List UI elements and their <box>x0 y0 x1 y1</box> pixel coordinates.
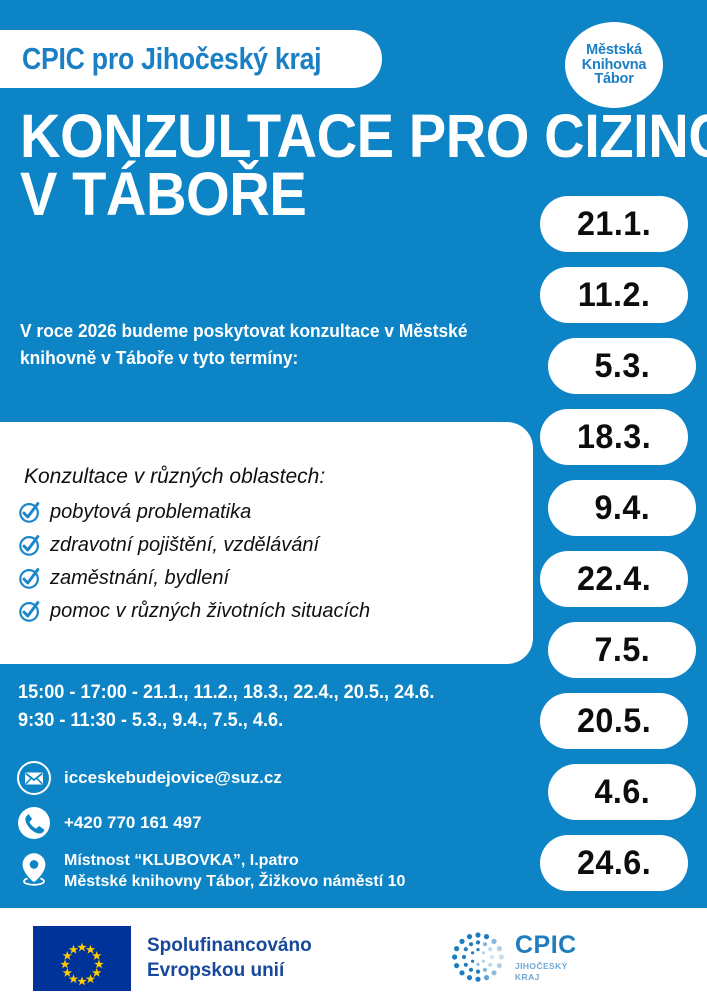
envelope-icon <box>17 761 51 795</box>
check-circle-icon <box>19 601 40 622</box>
intro-line-1: V roce 2026 budeme poskytovat konzultace… <box>20 320 468 341</box>
date-pill-label: 4.6. <box>594 773 650 811</box>
list-item-label: pobytová problematika <box>50 501 252 523</box>
date-pill: 21.1. <box>540 196 688 252</box>
poster-title: KONZULTACE PRO CIZINCE V TÁBOŘE <box>20 102 707 229</box>
map-pin-icon <box>22 853 46 886</box>
eu-text-line-2: Evropskou unií <box>147 959 285 981</box>
footer-bar: Spolufinancováno Evropskou unií <box>0 908 707 1000</box>
cpic-subtitle-line-2: KRAJ <box>515 972 540 982</box>
list-item: pomoc v různých životních situacích <box>18 596 370 626</box>
contact-phone-row[interactable]: +420 770 161 497 <box>16 805 556 841</box>
eu-text-line-1: Spolufinancováno <box>147 935 312 957</box>
intro-line-2: knihovně v Táboře v tyto termíny: <box>20 346 299 368</box>
phone-icon <box>18 807 50 839</box>
title-line-1: KONZULTACE PRO CIZINCE <box>20 102 707 170</box>
contact-email-text: icceskebudejovice@suz.cz <box>64 767 282 787</box>
eu-cofunding-text: Spolufinancováno Evropskou unií <box>147 934 312 983</box>
date-pill: 24.6. <box>540 835 688 891</box>
date-pill: 20.5. <box>540 693 688 749</box>
cpic-wordmark: CPIC JIHOČESKÝ KRAJ <box>515 933 577 982</box>
schedule-line-2: 9:30 - 11:30 - 5.3., 9.4., 7.5., 4.6. <box>18 709 284 732</box>
cpic-logo: CPIC JIHOČESKÝ KRAJ <box>450 930 577 986</box>
date-pill-column: 21.1. 11.2. 5.3. 18.3. 9.4. 22.4. 7.5. 2… <box>540 196 700 906</box>
cpic-subtitle: JIHOČESKÝ KRAJ <box>515 961 577 982</box>
date-pill-label: 9.4. <box>594 489 650 527</box>
date-pill: 22.4. <box>540 551 688 607</box>
library-badge-line-1: Městská <box>586 41 642 58</box>
topics-card: Konzultace v různých oblastech: pobytová… <box>0 422 533 664</box>
cpic-dot-circle-icon <box>452 932 504 982</box>
list-item-label: zaměstnání, bydlení <box>50 567 229 589</box>
library-logo-badge: Městská Knihovna Tábor <box>565 22 663 108</box>
check-circle-icon <box>19 568 40 589</box>
list-item-label: pomoc v různých životních situacích <box>50 600 371 622</box>
list-item-label: zdravotní pojištění, vzdělávání <box>50 534 320 556</box>
eu-flag-icon <box>33 926 131 991</box>
date-pill: 4.6. <box>548 764 696 820</box>
date-pill-label: 7.5. <box>594 631 650 669</box>
date-pill-label: 22.4. <box>576 560 652 598</box>
date-pill: 11.2. <box>540 267 688 323</box>
cpic-title: CPIC <box>515 931 577 960</box>
contact-email-row[interactable]: icceskebudejovice@suz.cz <box>16 760 556 796</box>
topics-card-heading: Konzultace v různých oblastech: <box>24 465 326 488</box>
date-pill-label: 20.5. <box>576 702 652 740</box>
contact-address-line-2: Městské knihovny Tábor, Žižkovo náměstí … <box>64 873 406 891</box>
date-pill: 7.5. <box>548 622 696 678</box>
library-badge-line-3: Tábor <box>594 71 634 88</box>
header-pill-label: CPIC pro Jihočeský kraj <box>22 41 322 76</box>
header-pill: CPIC pro Jihočeský kraj <box>0 30 382 88</box>
list-item: zdravotní pojištění, vzdělávání <box>18 530 370 560</box>
date-pill-label: 21.1. <box>576 205 652 243</box>
list-item: pobytová problematika <box>18 497 370 527</box>
date-pill-label: 11.2. <box>577 276 651 314</box>
contact-phone-text: +420 770 161 497 <box>64 812 202 832</box>
date-pill: 18.3. <box>540 409 688 465</box>
date-pill: 9.4. <box>548 480 696 536</box>
library-badge-line-2: Knihovna <box>581 56 647 73</box>
check-circle-icon <box>19 535 40 556</box>
schedule-times: 15:00 - 17:00 - 21.1., 11.2., 18.3., 22.… <box>18 678 538 735</box>
schedule-line-1: 15:00 - 17:00 - 21.1., 11.2., 18.3., 22.… <box>18 681 435 703</box>
intro-paragraph: V roce 2026 budeme poskytovat konzultace… <box>20 318 530 372</box>
contact-address-row: Místnost “KLUBOVKA”, I.patro Městské kni… <box>16 850 556 892</box>
eu-cofunding-logo: Spolufinancováno Evropskou unií <box>33 926 312 991</box>
date-pill-label: 24.6. <box>576 844 652 882</box>
date-pill-label: 18.3. <box>576 418 652 456</box>
cpic-subtitle-line-1: JIHOČESKÝ <box>515 961 568 972</box>
list-item: zaměstnání, bydlení <box>18 563 370 593</box>
contact-address-line-1: Místnost “KLUBOVKA”, I.patro <box>64 852 299 869</box>
topics-list: pobytová problematika zdravotní pojištěn… <box>18 497 370 629</box>
contact-block: icceskebudejovice@suz.cz +420 770 161 49… <box>16 760 556 901</box>
date-pill-label: 5.3. <box>594 347 650 385</box>
title-line-2: V TÁBOŘE <box>20 160 307 229</box>
date-pill: 5.3. <box>548 338 696 394</box>
check-circle-icon <box>19 502 40 523</box>
